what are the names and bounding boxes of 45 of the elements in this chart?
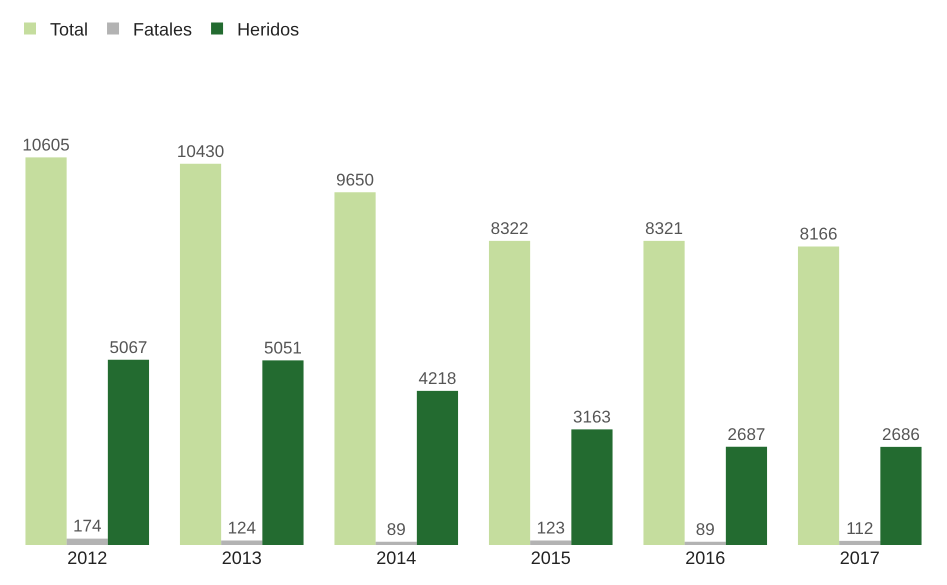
- data-label: 3163: [573, 407, 611, 426]
- data-label: 8321: [645, 218, 683, 238]
- x-tick-label: 2016: [685, 548, 726, 568]
- bar: [108, 360, 150, 545]
- data-label: 8322: [490, 218, 528, 238]
- data-label: 124: [228, 518, 256, 538]
- data-label: 10605: [22, 135, 70, 154]
- data-label: 5051: [264, 338, 302, 358]
- data-label: 2687: [728, 424, 766, 444]
- bar: [798, 246, 840, 545]
- data-label: 174: [73, 516, 102, 536]
- data-label: 112: [846, 518, 874, 538]
- bar: [839, 540, 880, 545]
- bar: [643, 240, 685, 545]
- bar: [376, 542, 417, 545]
- bar: [571, 429, 613, 545]
- bar: [66, 538, 108, 545]
- bar: [880, 446, 922, 545]
- x-tick-label: 2017: [840, 548, 880, 568]
- bar: [416, 390, 458, 545]
- data-label: 89: [696, 520, 715, 539]
- bar: [180, 164, 222, 545]
- bar: [334, 192, 376, 545]
- bar: [530, 540, 572, 545]
- x-tick-label: 2014: [376, 548, 416, 568]
- data-label: 5067: [110, 338, 148, 357]
- data-label: 8166: [800, 224, 838, 244]
- legend-label: Fatales: [133, 19, 192, 40]
- x-tick-label: 2013: [222, 548, 262, 568]
- x-tick-label: 2015: [530, 548, 571, 568]
- bar: [726, 446, 768, 545]
- bar: [488, 240, 530, 545]
- data-label: 10430: [176, 142, 224, 161]
- data-label: 89: [386, 520, 406, 539]
- legend-label: Total: [50, 19, 88, 40]
- bar: [221, 540, 262, 545]
- data-label: 9650: [336, 170, 374, 190]
- bar: [262, 360, 304, 545]
- bar: [684, 542, 726, 545]
- x-tick-label: 2012: [67, 548, 108, 568]
- bar: [25, 157, 67, 545]
- data-label: 123: [536, 518, 565, 538]
- data-label: 2686: [882, 424, 920, 444]
- data-label: 4218: [418, 368, 456, 388]
- legend-label: Heridos: [237, 19, 300, 40]
